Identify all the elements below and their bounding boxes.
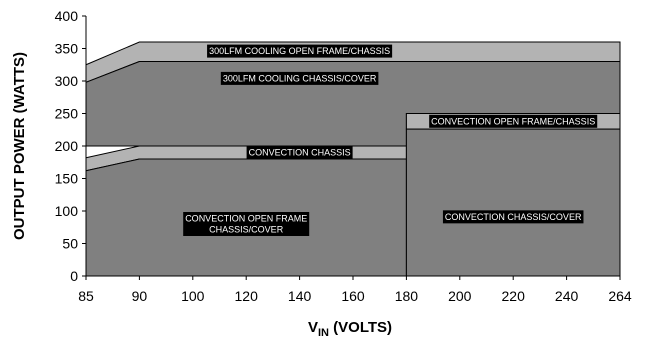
y-tick-label: 250: [55, 106, 79, 122]
region-label-text: CONVECTION OPEN FRAME: [185, 214, 307, 224]
x-axis-ticks: 85 90 100 120 140 160 180 200 220 240 264: [78, 276, 632, 304]
x-tick-label: 180: [395, 288, 419, 304]
region-label-convection-open-frame-chassis: CONVECTION OPEN FRAME/CHASSIS: [429, 114, 598, 128]
region-label-text: CONVECTION CHASSIS/COVER: [445, 212, 582, 222]
x-tick-label: 120: [235, 288, 259, 304]
x-axis-title-subscript: IN: [318, 327, 329, 339]
region-label-text: 300LFM COOLING OPEN FRAME/CHASSIS: [209, 46, 390, 56]
y-tick-label: 0: [70, 268, 78, 284]
x-tick-label: 90: [132, 288, 148, 304]
y-axis-title: OUTPUT POWER (WATTS): [11, 52, 28, 240]
y-tick-label: 300: [55, 73, 79, 89]
region-labels: 300LFM COOLING OPEN FRAME/CHASSIS 300LFM …: [183, 44, 598, 236]
x-tick-label: 200: [448, 288, 472, 304]
x-tick-label: 220: [502, 288, 526, 304]
region-label-box: [183, 212, 310, 236]
region-label-300lfm-cooling-open-frame-chassis: 300LFM COOLING OPEN FRAME/CHASSIS: [207, 44, 393, 58]
region-label-box: [207, 44, 393, 58]
x-tick-label: 140: [288, 288, 312, 304]
y-axis-ticks: 0 50 100 150 200 250 300 350 400: [55, 8, 86, 284]
region-label-text: CHASSIS/COVER: [209, 225, 284, 235]
x-axis-title-rest: (VOLTS): [329, 319, 392, 336]
x-tick-label: 160: [341, 288, 365, 304]
x-tick-label: 85: [78, 288, 94, 304]
region-label-300lfm-cooling-chassis-cover: 300LFM COOLING CHASSIS/COVER: [220, 71, 379, 85]
region-label-box: [246, 146, 353, 159]
region-label-text: 300LFM COOLING CHASSIS/COVER: [223, 73, 377, 83]
y-tick-label: 400: [55, 8, 79, 24]
region-label-box: [442, 210, 584, 224]
region-label-box: [220, 71, 379, 85]
region-convection-chassis-cover: [405, 128, 621, 277]
region-label-convection-chassis-cover: CONVECTION CHASSIS/COVER: [442, 210, 584, 224]
x-tick-label: 100: [181, 288, 205, 304]
region-label-box: [429, 114, 598, 128]
x-tick-label: 264: [608, 288, 632, 304]
region-label-text: CONVECTION CHASSIS: [249, 148, 351, 158]
y-tick-label: 200: [55, 138, 79, 154]
x-axis-title-main: V: [308, 319, 318, 336]
region-label-text: CONVECTION OPEN FRAME/CHASSIS: [431, 116, 595, 126]
y-tick-label: 350: [55, 41, 79, 57]
x-tick-label: 240: [555, 288, 579, 304]
y-tick-label: 150: [55, 171, 79, 187]
y-tick-label: 50: [62, 236, 78, 252]
region-label-convection-chassis: CONVECTION CHASSIS: [246, 146, 353, 159]
y-tick-label: 100: [55, 203, 79, 219]
x-axis-title: VIN (VOLTS): [308, 319, 392, 339]
